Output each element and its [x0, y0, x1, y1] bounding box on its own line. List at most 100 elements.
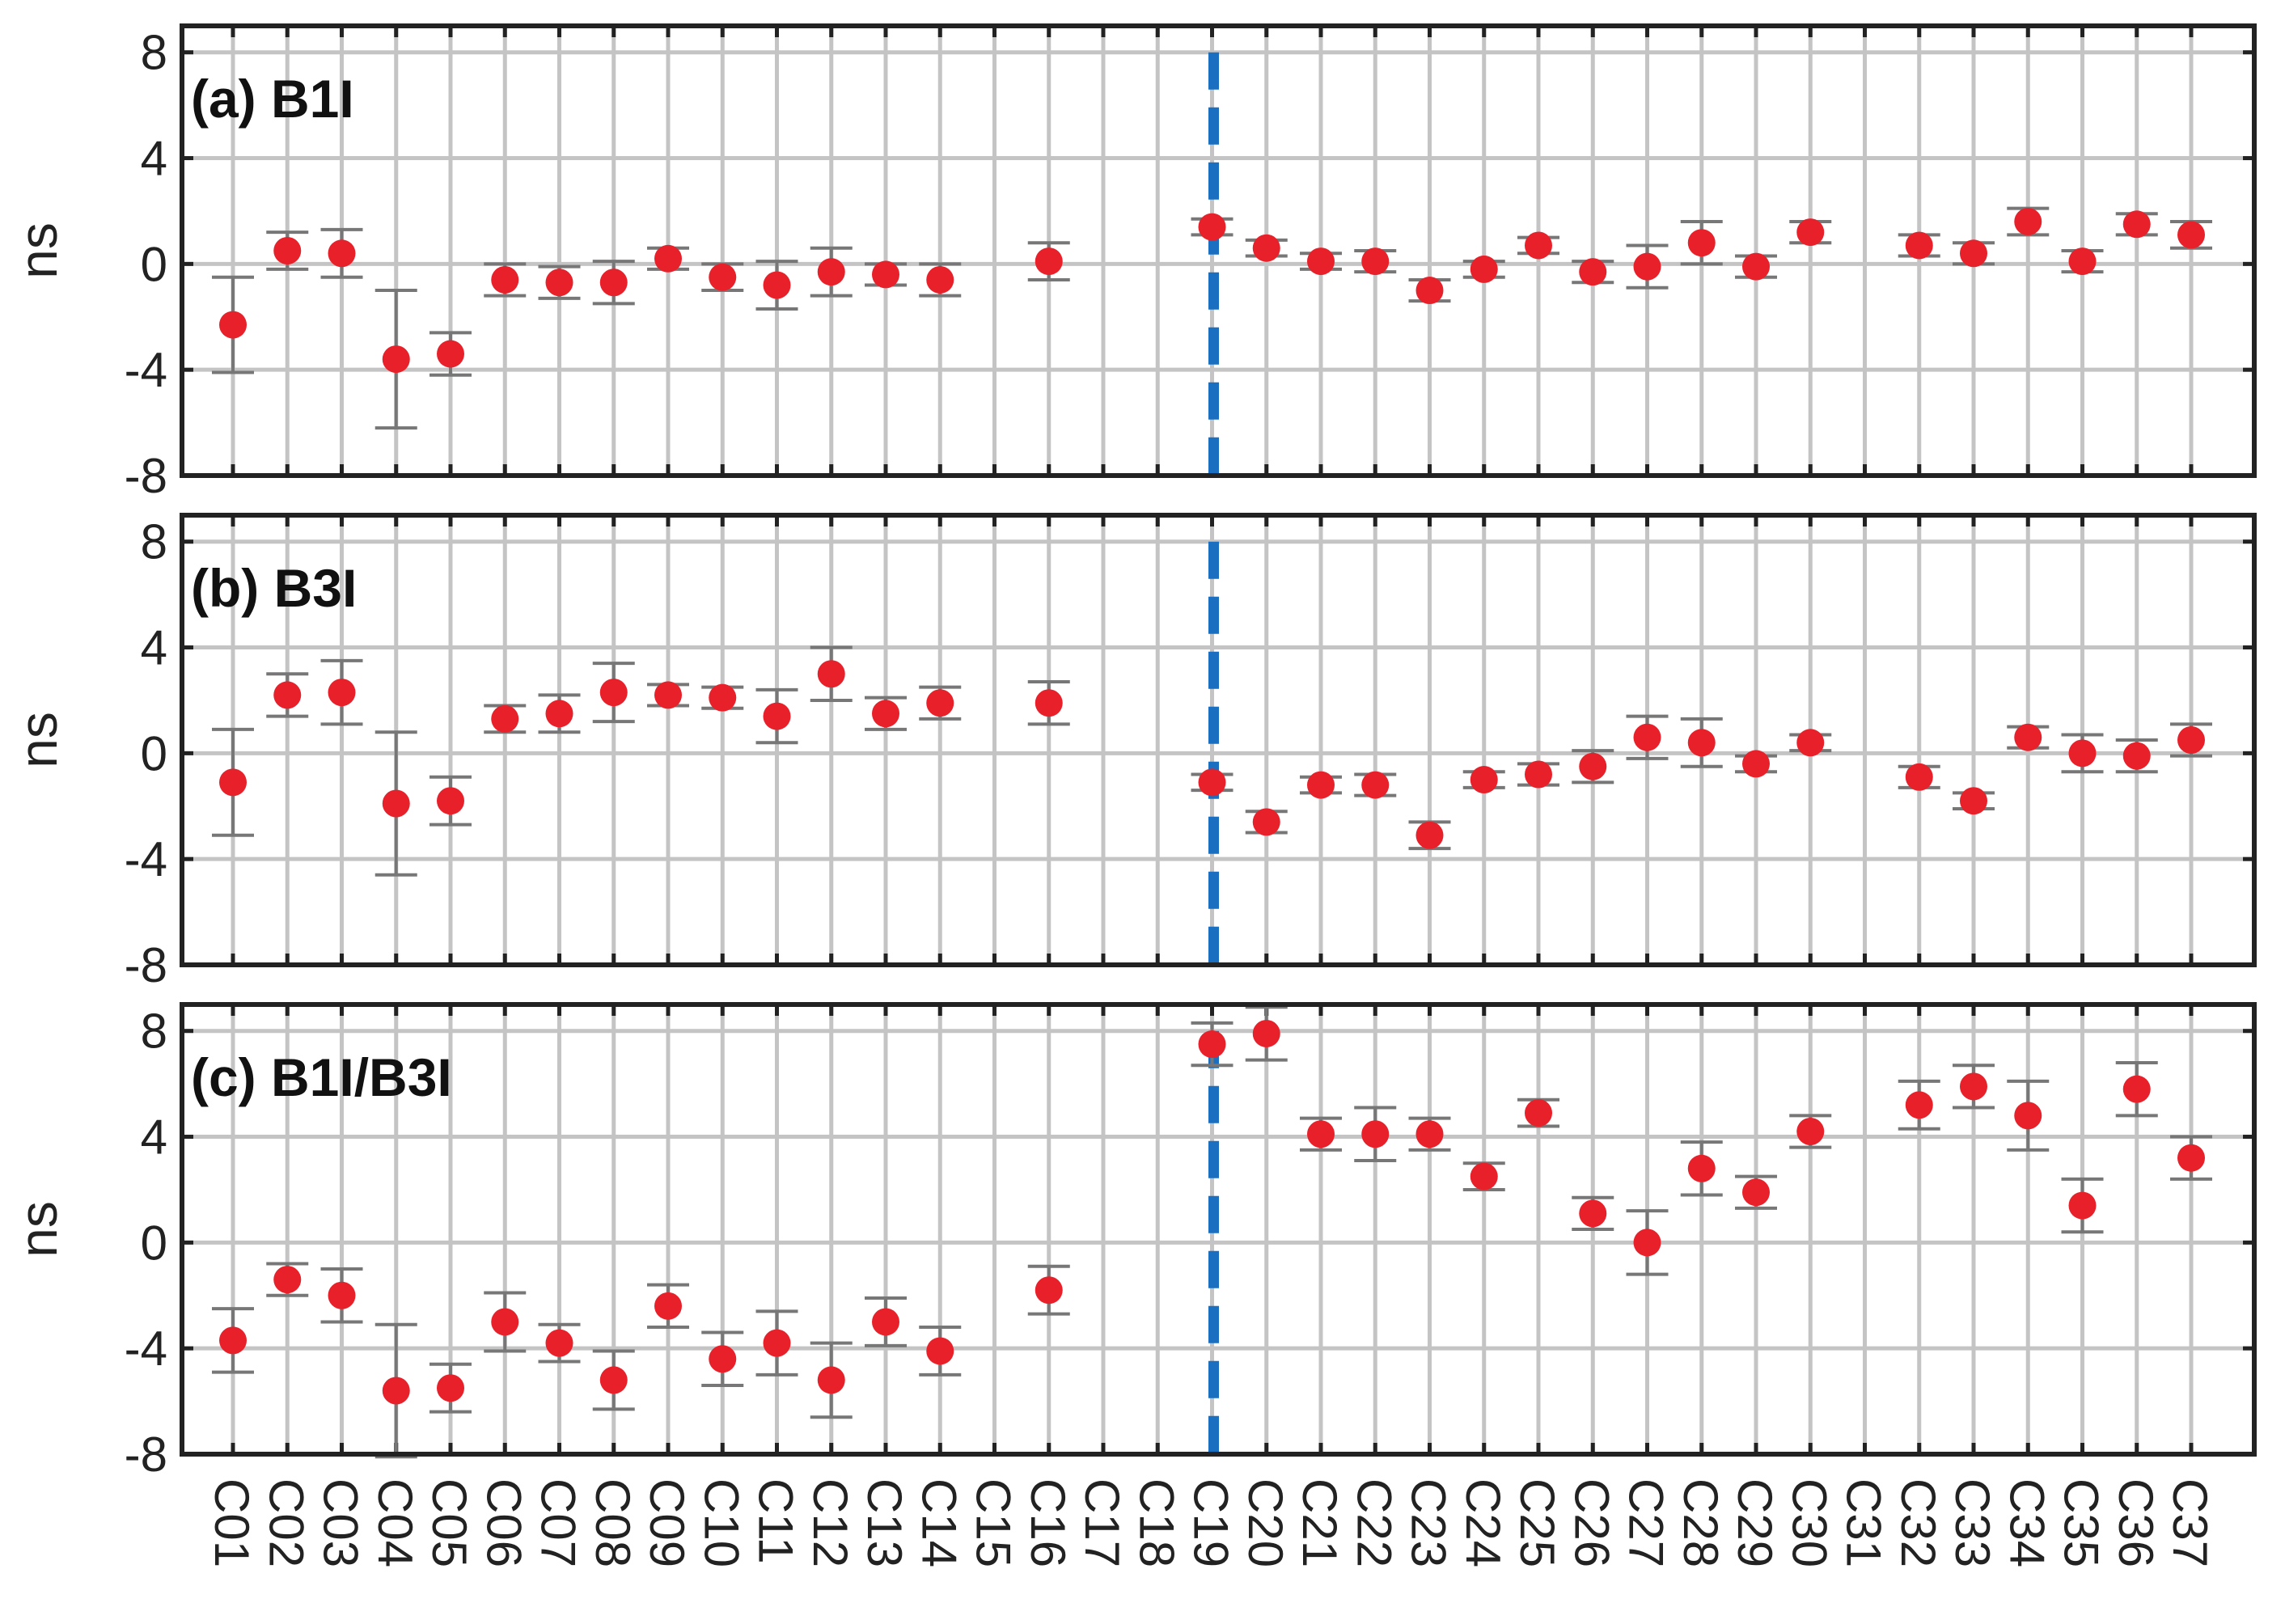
x-axis-labels: C01 C02 C03 C04 C05 C06 C07 C08 C09 C10 C11 C12 C13 C… [205, 1478, 2217, 1567]
data-point-c35 [2068, 247, 2097, 276]
data-point-c03 [328, 1281, 356, 1309]
x-tick-label-c33: C33 [1945, 1478, 1999, 1567]
data-point-c06 [491, 704, 519, 733]
x-tick-label-c01: C01 [205, 1478, 259, 1567]
data-point-c13 [872, 260, 899, 289]
panel-1: -8 -4 0 4 8 (a) B1I ns [8, 23, 2257, 503]
data-point-c01 [219, 311, 247, 339]
y-tick-label: 0 [141, 1216, 167, 1270]
x-tick-label-c19: C19 [1184, 1478, 1238, 1567]
data-point-c28 [1687, 229, 1716, 257]
data-point-c29 [1742, 1178, 1770, 1207]
data-point-c32 [1905, 763, 1933, 791]
data-point-c07 [545, 269, 573, 297]
data-point-c10 [709, 263, 737, 291]
y-tick-label: 8 [141, 26, 167, 80]
data-point-c14 [926, 689, 954, 717]
data-point-c23 [1415, 1120, 1444, 1148]
x-tick-label-c15: C15 [967, 1478, 1021, 1567]
data-point-c05 [437, 340, 464, 368]
data-point-c34 [2014, 723, 2042, 751]
panel-2: -8 -4 0 4 8 (b) B3I ns [8, 513, 2257, 992]
data-point-c24 [1470, 1162, 1498, 1191]
x-tick-label-c34: C34 [1999, 1478, 2054, 1567]
x-tick-label-c14: C14 [912, 1478, 966, 1567]
data-point-c27 [1633, 252, 1661, 281]
x-tick-label-c06: C06 [476, 1478, 531, 1567]
data-point-c21 [1307, 247, 1335, 276]
x-tick-label-c37: C37 [2163, 1478, 2217, 1567]
data-point-c25 [1525, 1099, 1552, 1127]
data-point-c08 [599, 1366, 628, 1394]
x-tick-label-c29: C29 [1728, 1478, 1782, 1567]
data-point-c37 [2177, 1144, 2205, 1172]
x-tick-label-c02: C02 [259, 1478, 313, 1567]
data-point-c33 [1960, 1072, 1987, 1101]
data-point-c11 [763, 1329, 791, 1357]
data-point-c23 [1415, 277, 1444, 305]
data-point-c02 [273, 681, 302, 709]
data-point-c09 [654, 681, 682, 709]
y-axis-label: ns [8, 1201, 68, 1258]
data-point-c22 [1361, 1120, 1390, 1148]
data-point-c20 [1252, 1019, 1280, 1047]
data-point-c16 [1035, 247, 1063, 276]
x-tick-label-c25: C25 [1510, 1478, 1564, 1567]
y-tick-label: -4 [125, 832, 167, 886]
x-tick-label-c04: C04 [368, 1478, 422, 1567]
panel-label: (b) B3I [191, 558, 357, 618]
data-point-c14 [926, 1337, 954, 1365]
x-tick-label-c35: C35 [2054, 1478, 2109, 1567]
data-point-c36 [2122, 210, 2151, 239]
x-tick-label-c11: C11 [749, 1478, 803, 1564]
data-point-c29 [1742, 750, 1770, 778]
y-tick-label: 4 [141, 1110, 167, 1165]
data-point-c21 [1307, 771, 1335, 799]
panel-3: -8 -4 0 4 8 (c) B1I/B3I ns [8, 1002, 2257, 1482]
data-point-c06 [491, 265, 519, 294]
data-point-c28 [1687, 729, 1716, 757]
x-tick-label-c09: C09 [640, 1478, 694, 1567]
data-point-c24 [1470, 255, 1498, 283]
data-point-c12 [817, 258, 845, 286]
x-tick-label-c20: C20 [1238, 1478, 1293, 1567]
data-point-c20 [1252, 808, 1280, 836]
x-tick-label-c07: C07 [531, 1478, 586, 1567]
data-point-c06 [491, 1308, 519, 1336]
x-tick-label-c26: C26 [1564, 1478, 1619, 1567]
data-point-c24 [1470, 766, 1498, 794]
y-tick-label: 8 [141, 1004, 167, 1059]
data-point-c22 [1361, 247, 1390, 276]
data-point-c09 [654, 244, 682, 273]
data-point-c36 [2122, 742, 2151, 770]
panel-label: (a) B1I [191, 69, 354, 129]
x-tick-label-c36: C36 [2109, 1478, 2163, 1567]
data-point-c30 [1796, 729, 1825, 757]
y-tick-label: -8 [125, 449, 167, 503]
data-point-c37 [2177, 221, 2205, 249]
data-point-c35 [2068, 739, 2097, 768]
data-point-c03 [328, 239, 356, 268]
data-point-c30 [1796, 1117, 1825, 1145]
data-point-c35 [2068, 1191, 2097, 1220]
data-point-c08 [599, 269, 628, 297]
x-tick-label-c12: C12 [803, 1478, 857, 1567]
x-tick-label-c05: C05 [422, 1478, 476, 1567]
data-point-c02 [273, 237, 302, 264]
y-tick-label: -8 [125, 938, 167, 992]
x-tick-label-c28: C28 [1674, 1478, 1728, 1567]
data-point-c30 [1796, 218, 1825, 247]
panel-label: (c) B1I/B3I [191, 1047, 452, 1107]
x-tick-label-c13: C13 [857, 1478, 912, 1567]
data-point-c27 [1633, 1229, 1661, 1257]
y-tick-label: 4 [141, 621, 167, 675]
plot-frame [180, 513, 2257, 967]
y-tick-label: 0 [141, 726, 167, 780]
data-point-c34 [2014, 1102, 2042, 1130]
data-point-c04 [382, 1377, 410, 1405]
data-point-c20 [1252, 234, 1280, 262]
data-point-c09 [654, 1292, 682, 1320]
x-tick-label-c17: C17 [1075, 1478, 1129, 1567]
data-point-c12 [817, 660, 845, 688]
